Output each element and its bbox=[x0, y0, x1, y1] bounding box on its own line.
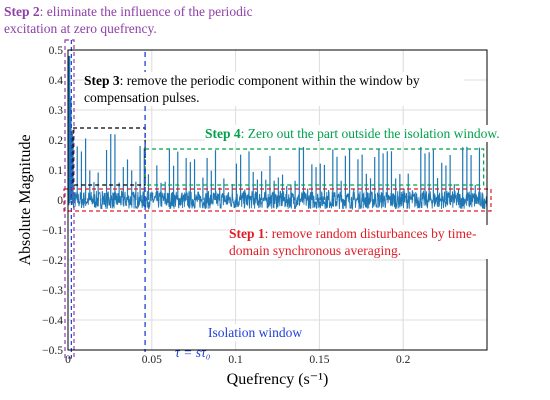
step2-text: : eliminate the influence of the periodi… bbox=[4, 4, 253, 36]
step2-annotation: Step 2: eliminate the influence of the p… bbox=[4, 3, 264, 37]
tau-label: τ = sτ₀ bbox=[175, 345, 211, 360]
noise-trace bbox=[67, 189, 488, 211]
y-tick-label: 0 bbox=[57, 195, 63, 207]
step4-title: Step 4 bbox=[205, 126, 241, 141]
y-tick-label: −0.1 bbox=[42, 225, 63, 237]
x-tick-label: 0.2 bbox=[396, 354, 411, 366]
x-tick-label: 0.05 bbox=[142, 354, 162, 366]
isolation-window-label: Isolation window bbox=[208, 324, 303, 341]
step1-title: Step 1 bbox=[229, 226, 265, 241]
y-tick-label: −0.4 bbox=[42, 315, 63, 327]
step3-box bbox=[72, 127, 146, 186]
x-axis-title: Quefrency (s⁻¹) bbox=[227, 371, 329, 388]
y-tick-label: −0.5 bbox=[42, 345, 63, 357]
y-tick-label: 0.1 bbox=[49, 165, 64, 177]
step1-annotation: Step 1: remove random disturbances by ti… bbox=[229, 225, 509, 259]
x-tick-label: 0.15 bbox=[309, 354, 329, 366]
y-tick-label: 0.3 bbox=[49, 105, 64, 117]
y-axis-title: Absolute Magnitude bbox=[17, 134, 34, 265]
y-tick-label: 0.4 bbox=[49, 75, 64, 87]
step4-box bbox=[144, 148, 485, 186]
y-tick-label: 0.5 bbox=[49, 45, 64, 57]
x-tick-label: 0 bbox=[65, 354, 71, 366]
x-tick-label: 0.1 bbox=[228, 354, 243, 366]
y-tick-label: 0.2 bbox=[49, 135, 64, 147]
step3-title: Step 3 bbox=[84, 73, 120, 88]
step4-text: : Zero out the part outside the isolatio… bbox=[240, 126, 500, 141]
step2-box bbox=[64, 39, 75, 359]
y-tick-label: −0.3 bbox=[42, 285, 63, 297]
step3-text: : remove the periodic component within t… bbox=[84, 73, 420, 105]
step4-annotation: Step 4: Zero out the part outside the is… bbox=[205, 125, 545, 142]
step2-title: Step 2 bbox=[4, 4, 40, 19]
axis-ticks: 0 0.05 0.1 0.15 0.2 −0.5 −0.4 −0.3 −0.2 −0.1 0 0.1 0… bbox=[42, 45, 411, 366]
plot-frame bbox=[67, 49, 488, 351]
step1-box bbox=[63, 188, 492, 212]
step1-text: : remove random disturbances by time-dom… bbox=[229, 226, 477, 258]
y-tick-label: −0.2 bbox=[42, 255, 63, 267]
step3-annotation: Step 3: remove the periodic component wi… bbox=[84, 72, 464, 106]
